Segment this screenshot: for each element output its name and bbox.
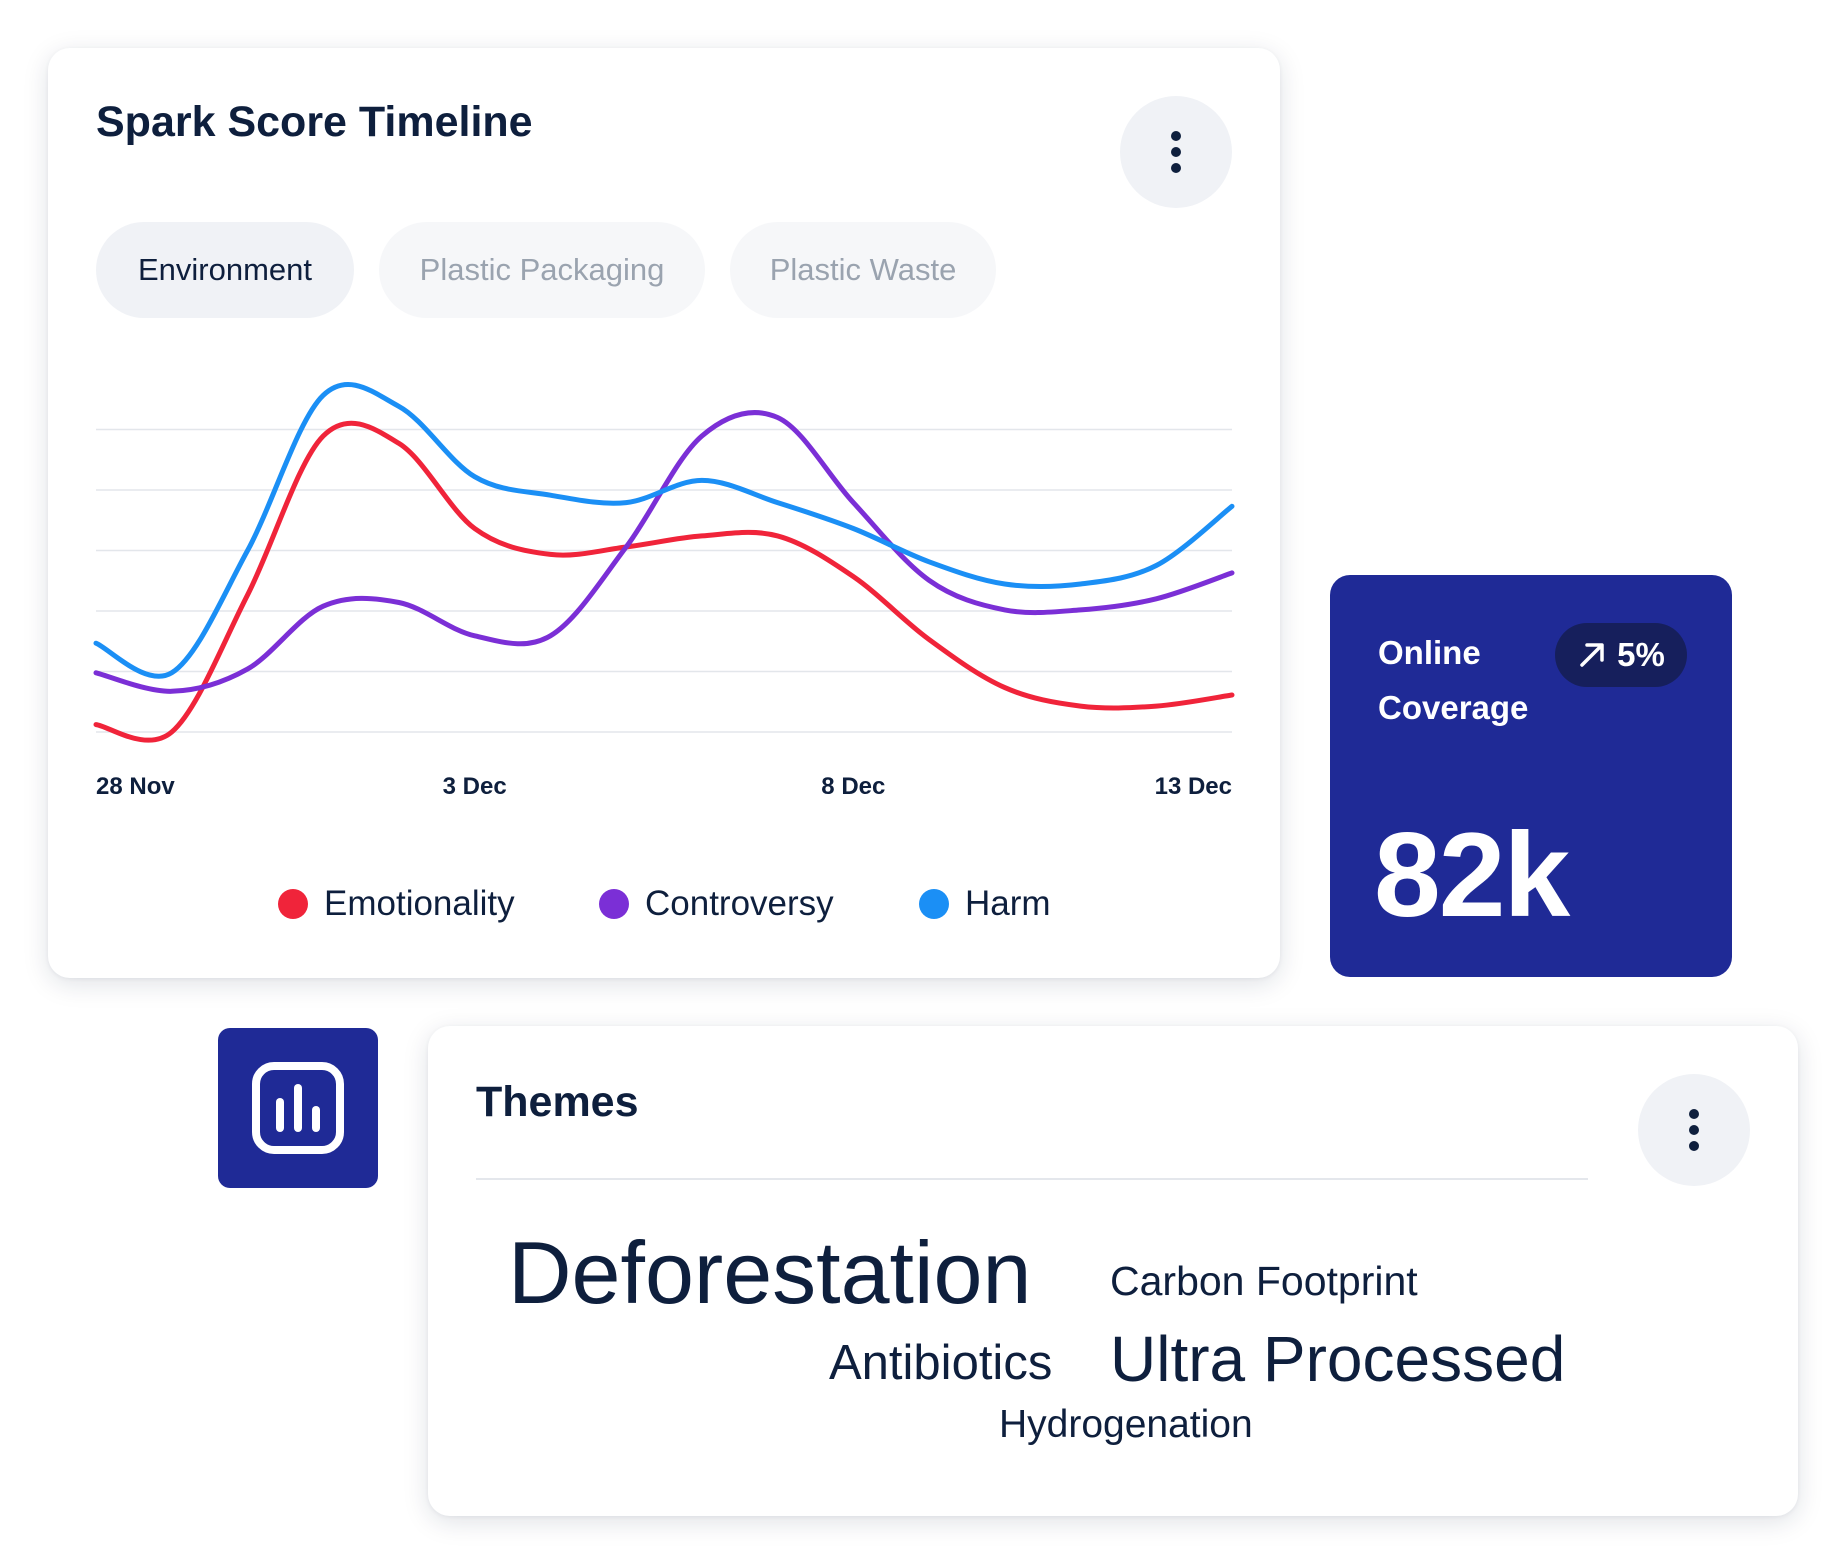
legend-dot [919, 889, 949, 919]
spark-score-timeline-card: Spark Score Timeline Environment Plastic… [48, 48, 1280, 978]
spark-score-line-chart: 28 Nov 3 Dec 8 Dec 13 Dec [93, 382, 1235, 800]
kebab-dot [1171, 163, 1181, 173]
card-title: Spark Score Timeline [96, 98, 533, 146]
tab-environment[interactable]: Environment [96, 222, 354, 318]
kebab-vertical-icon [1171, 131, 1181, 141]
legend-item-emotionality: Emotionality [278, 884, 515, 924]
analytics-button[interactable] [218, 1028, 378, 1188]
more-options-button[interactable] [1120, 96, 1232, 208]
x-tick-label: 3 Dec [443, 773, 507, 800]
theme-deforestation[interactable]: Deforestation [508, 1223, 1032, 1322]
legend-label: Controversy [645, 884, 834, 923]
arrow-up-right-icon [1580, 643, 1604, 667]
kebab-vertical-icon [1689, 1109, 1699, 1119]
card-title: Themes [476, 1078, 639, 1126]
coverage-change-badge: 5% [1555, 623, 1687, 687]
legend-item-harm: Harm [919, 884, 1051, 924]
x-tick-label: 13 Dec [1155, 773, 1232, 800]
theme-antibiotics[interactable]: Antibiotics [829, 1336, 1053, 1390]
legend-label: Emotionality [324, 884, 515, 923]
x-tick-label: 28 Nov [96, 773, 175, 800]
legend-label: Harm [965, 884, 1051, 923]
legend-item-controversy: Controversy [599, 884, 834, 924]
legend-dot [599, 889, 629, 919]
divider [476, 1178, 1588, 1180]
coverage-value: 82k [1374, 808, 1570, 942]
series-line-harm [93, 382, 1235, 679]
coverage-change-value: 5% [1617, 636, 1665, 673]
kebab-dot [1689, 1125, 1699, 1135]
x-tick-label: 8 Dec [821, 773, 885, 800]
coverage-label: Online Coverage [1378, 634, 1529, 726]
tab-plastic-packaging[interactable]: Plastic Packaging [379, 222, 705, 318]
themes-card: Themes Deforestation Carbon Footprint An… [428, 1026, 1798, 1516]
more-options-button[interactable] [1638, 1074, 1750, 1186]
theme-carbon-footprint[interactable]: Carbon Footprint [1110, 1258, 1418, 1304]
bar-chart-icon [252, 1062, 344, 1154]
tab-plastic-waste[interactable]: Plastic Waste [730, 222, 996, 318]
theme-ultra-processed[interactable]: Ultra Processed [1110, 1323, 1566, 1395]
online-coverage-card: Online Coverage 5% 82k [1330, 575, 1732, 977]
kebab-dot [1171, 147, 1181, 157]
series-line-controversy [93, 410, 1235, 694]
topic-tabs: Environment Plastic Packaging Plastic Wa… [96, 222, 996, 318]
legend-dot [278, 889, 308, 919]
series-line-emotionality [93, 420, 1235, 743]
kebab-dot [1689, 1141, 1699, 1151]
theme-hydrogenation[interactable]: Hydrogenation [999, 1403, 1253, 1446]
